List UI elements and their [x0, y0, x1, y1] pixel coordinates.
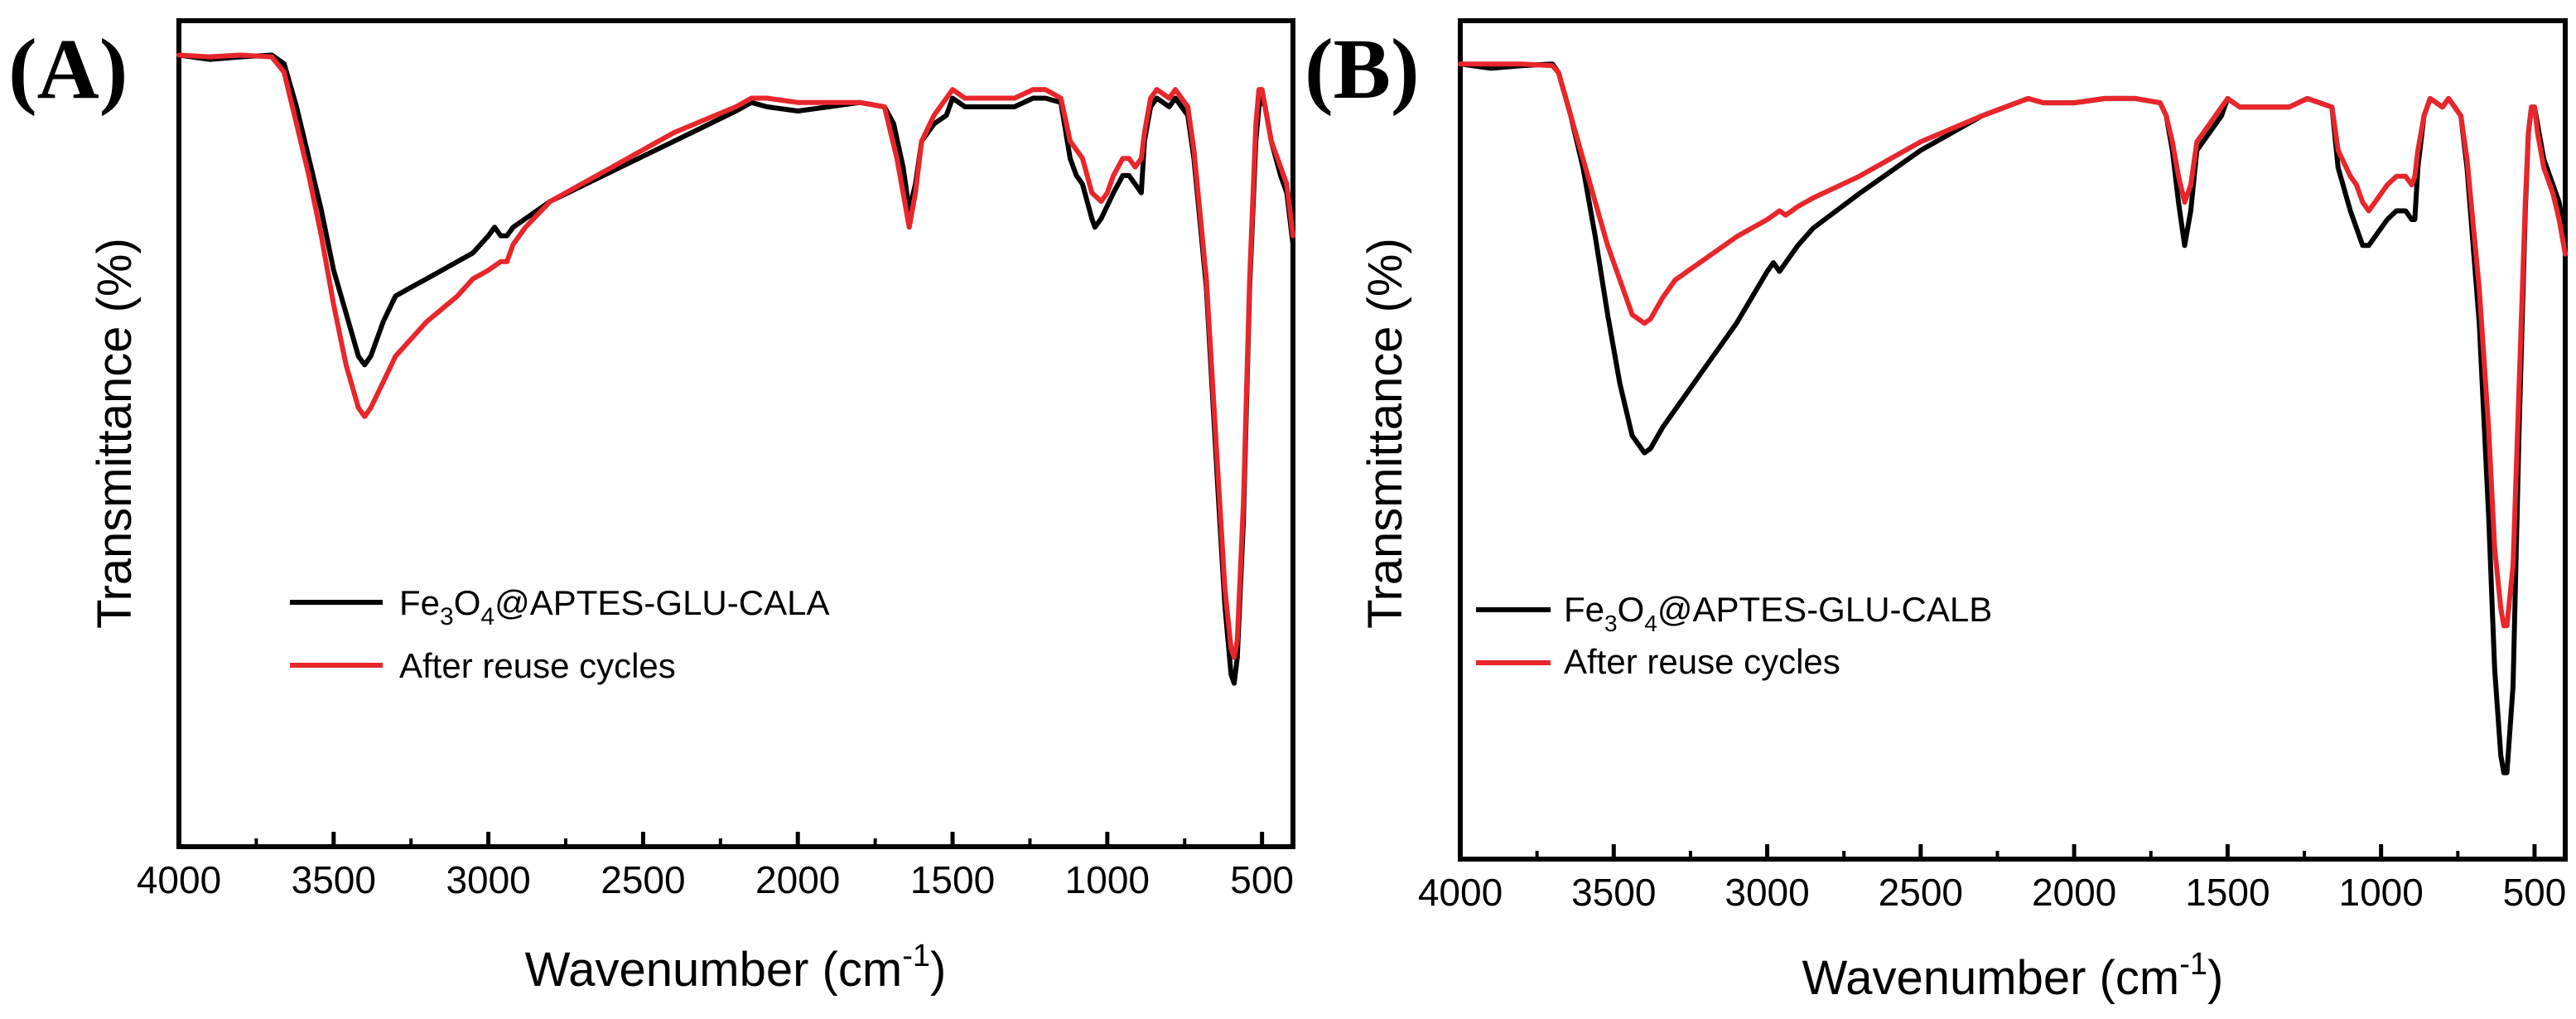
- series-line-a-1: [176, 52, 1295, 660]
- x-axis-title-a: Wavenumber (cm-1): [525, 939, 947, 997]
- legend-label-a-0: Fe3O4@APTES-GLU-CALA: [399, 583, 829, 630]
- x-tick-label-b-3000: 3000: [1725, 871, 1809, 914]
- x-tick-label-a-3500: 3500: [292, 858, 376, 901]
- x-tick-label-b-2500: 2500: [1879, 871, 1963, 914]
- x-tick-label-b-4000: 4000: [1418, 871, 1503, 914]
- x-tick-label-a-1500: 1500: [910, 858, 995, 901]
- series-layer-b: [1458, 61, 2568, 775]
- legend-label-a-1: After reuse cycles: [399, 646, 676, 685]
- x-tick-label-b-3500: 3500: [1571, 871, 1656, 914]
- x-axis-title-b: Wavenumber (cm-1): [1802, 947, 2224, 1005]
- chart-panel-b: (B) Transmittance (%) Wavenumber (cm-1) …: [1305, 18, 2568, 1005]
- x-axis-ticks-a: 4000 3500 3000 2500 2000 1500 1000 500: [137, 832, 1294, 901]
- plot-frame-a: [176, 18, 1295, 849]
- x-tick-label-a-4000: 4000: [137, 858, 221, 901]
- x-tick-label-b-500: 500: [2503, 871, 2567, 914]
- plot-frame-b: [1458, 18, 2568, 862]
- legend-label-b-0: Fe3O4@APTES-GLU-CALB: [1564, 590, 1992, 636]
- panel-label-b: (B): [1305, 22, 1420, 117]
- y-axis-title-a: Transmittance (%): [88, 238, 142, 629]
- x-tick-label-a-2000: 2000: [755, 858, 840, 901]
- x-axis-ticks-b: 4000 3500 3000 2500 2000 1500 1000 500: [1418, 844, 2566, 914]
- legend-a: Fe3O4@APTES-GLU-CALA After reuse cycles: [290, 583, 829, 685]
- panel-label-a: (A): [8, 22, 128, 117]
- x-tick-label-b-1500: 1500: [2185, 871, 2270, 914]
- x-tick-label-a-1000: 1000: [1065, 858, 1150, 901]
- legend-label-b-1: After reuse cycles: [1564, 642, 1840, 681]
- y-axis-title-b: Transmittance (%): [1358, 238, 1412, 629]
- chart-panel-a: (A) Transmittance (%) Wavenumber (cm-1) …: [8, 18, 1295, 997]
- x-tick-label-a-2500: 2500: [601, 858, 685, 901]
- x-tick-label-a-3000: 3000: [446, 858, 530, 901]
- x-tick-label-b-2000: 2000: [2032, 871, 2116, 914]
- series-layer-a: [176, 52, 1295, 686]
- x-tick-label-b-1000: 1000: [2338, 871, 2423, 914]
- series-line-b-1: [1458, 61, 2568, 629]
- x-tick-label-a-500: 500: [1230, 858, 1294, 901]
- legend-b: Fe3O4@APTES-GLU-CALB After reuse cycles: [1476, 590, 1992, 681]
